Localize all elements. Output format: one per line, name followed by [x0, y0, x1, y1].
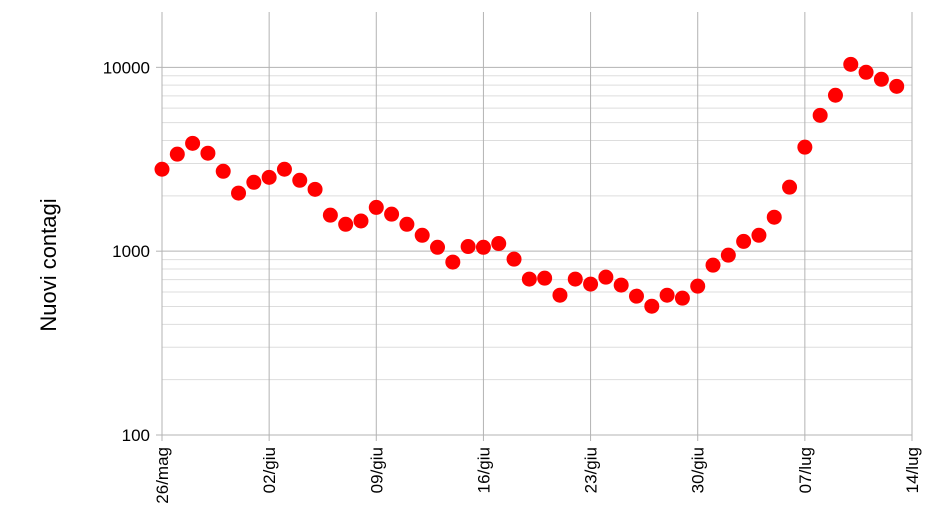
point: [583, 276, 599, 292]
point: [261, 169, 277, 185]
x-tick-label: 16/giu: [474, 447, 493, 493]
point: [460, 239, 476, 255]
point: [430, 239, 446, 255]
x-tick-label: 07/lug: [796, 447, 815, 493]
point: [705, 257, 721, 273]
point: [322, 207, 338, 223]
x-tick-label: 26/mag: [153, 447, 172, 504]
x-tick-label: 23/giu: [582, 447, 601, 493]
x-tick-label: 30/giu: [689, 447, 708, 493]
point: [368, 199, 384, 215]
point: [827, 87, 843, 103]
x-tick-label: 14/lug: [903, 447, 922, 493]
point: [475, 239, 491, 255]
point: [797, 139, 813, 155]
point: [644, 298, 660, 314]
point: [659, 287, 675, 303]
point: [613, 277, 629, 293]
point: [812, 107, 828, 123]
point: [567, 271, 583, 287]
point: [231, 185, 247, 201]
point: [766, 209, 782, 225]
point: [628, 288, 644, 304]
point: [843, 56, 859, 72]
point: [414, 227, 430, 243]
point: [552, 287, 568, 303]
y-axis-label: Nuovi contagi: [36, 198, 61, 331]
point: [185, 135, 201, 151]
point: [292, 172, 308, 188]
x-tick-label: 09/giu: [367, 447, 386, 493]
point: [873, 71, 889, 87]
point: [491, 236, 507, 252]
point: [445, 254, 461, 270]
point: [154, 161, 170, 177]
point: [889, 78, 905, 94]
point: [353, 213, 369, 229]
point: [782, 179, 798, 195]
point: [537, 270, 553, 286]
y-tick-label: 100: [122, 426, 150, 445]
y-tick-label: 1000: [112, 242, 150, 261]
point: [598, 269, 614, 285]
point: [215, 163, 231, 179]
point: [521, 271, 537, 287]
point: [751, 227, 767, 243]
point: [338, 216, 354, 232]
point: [246, 174, 262, 190]
point: [384, 206, 400, 222]
point: [307, 181, 323, 197]
point: [399, 216, 415, 232]
point: [690, 278, 706, 294]
point: [200, 145, 216, 161]
point: [736, 233, 752, 249]
x-tick-label: 02/giu: [260, 447, 279, 493]
point: [506, 251, 522, 267]
point: [674, 290, 690, 306]
point: [720, 247, 736, 263]
point: [858, 64, 874, 80]
y-tick-label: 10000: [103, 58, 150, 77]
point: [169, 146, 185, 162]
point: [276, 161, 292, 177]
